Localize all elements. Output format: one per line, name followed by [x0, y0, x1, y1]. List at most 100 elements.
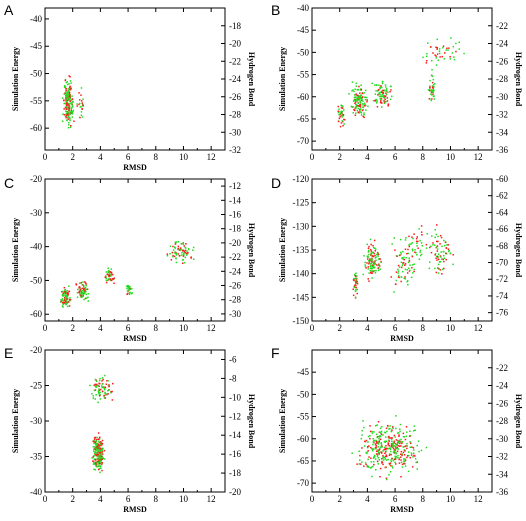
energy-point [406, 252, 408, 255]
hbond-point [362, 102, 364, 105]
hbond-point [416, 468, 418, 470]
hbond-point [372, 261, 374, 263]
hbond-point [182, 254, 185, 256]
energy-point [378, 441, 380, 443]
hbond-point [416, 245, 418, 247]
energy-point [73, 120, 75, 122]
energy-point [104, 276, 106, 278]
hbond-point [101, 383, 104, 385]
hbond-point [449, 252, 452, 254]
hbond-point [359, 97, 361, 100]
energy-point [371, 270, 373, 272]
y2-tick-label: -12 [229, 411, 241, 421]
energy-point [104, 397, 107, 399]
hbond-point [129, 285, 131, 288]
hbond-point [92, 463, 95, 465]
energy-point [368, 456, 370, 458]
y2-tick-label: -32 [229, 145, 241, 155]
hbond-point [94, 398, 96, 400]
hbond-point [384, 436, 387, 438]
hbond-point [97, 465, 100, 467]
energy-point [80, 294, 82, 296]
y-tick-label: -30 [30, 416, 42, 426]
energy-point [374, 99, 376, 102]
hbond-point [373, 448, 375, 450]
hbond-point [353, 99, 356, 101]
y2-tick-label: -28 [496, 416, 508, 426]
energy-point [80, 282, 83, 284]
hbond-point [376, 253, 378, 256]
hbond-point [376, 102, 378, 104]
hbond-point [379, 91, 381, 94]
energy-point [67, 294, 69, 296]
energy-point [440, 236, 443, 239]
energy-point [367, 446, 369, 448]
hbond-point [431, 75, 434, 78]
energy-point [96, 451, 99, 454]
energy-point [343, 118, 345, 121]
hbond-point [406, 442, 408, 445]
energy-point [435, 46, 437, 48]
energy-point [339, 125, 342, 128]
hbond-point [419, 251, 421, 253]
hbond-point [66, 116, 69, 119]
hbond-point [390, 450, 392, 453]
energy-point [82, 104, 84, 106]
hbond-point [381, 94, 383, 96]
hbond-point [174, 252, 176, 254]
hbond-point [398, 266, 401, 268]
energy-point [373, 463, 375, 466]
energy-point [98, 461, 101, 463]
hbond-point [95, 386, 98, 388]
hbond-point [105, 271, 107, 273]
energy-point [338, 117, 341, 120]
energy-point [442, 258, 444, 261]
energy-point [387, 443, 389, 446]
scatter-points [60, 240, 195, 308]
hbond-point [357, 99, 359, 101]
hbond-point [385, 93, 388, 96]
hbond-point [126, 290, 129, 292]
energy-point [436, 53, 439, 55]
y2-tick-label: -20 [229, 238, 241, 248]
hbond-point [340, 114, 343, 117]
energy-point [97, 453, 100, 456]
hbond-point [180, 254, 183, 256]
hbond-point [83, 298, 85, 301]
hbond-point [360, 94, 363, 96]
hbond-point [453, 56, 455, 58]
energy-point [98, 445, 101, 447]
energy-point [402, 432, 405, 435]
energy-point [378, 449, 380, 451]
hbond-point [72, 110, 74, 113]
hbond-point [385, 440, 387, 442]
energy-point [101, 450, 104, 453]
hbond-point [449, 58, 452, 60]
energy-point [190, 257, 192, 259]
energy-point [359, 104, 361, 106]
hbond-point [382, 434, 384, 436]
hbond-point [62, 113, 64, 115]
y2-tick-label: -24 [496, 381, 508, 391]
x-tick-label: 4 [98, 494, 103, 504]
energy-point [353, 279, 355, 282]
hbond-point [380, 98, 382, 100]
energy-point [68, 75, 70, 77]
hbond-point [81, 295, 84, 298]
energy-point [94, 438, 96, 440]
hbond-point [105, 275, 107, 277]
y2-tick-label: -34 [496, 127, 508, 137]
hbond-point [385, 88, 388, 91]
energy-point [80, 291, 82, 293]
energy-point [101, 439, 104, 442]
hbond-point [407, 280, 409, 282]
energy-point [177, 253, 179, 255]
energy-point [172, 245, 174, 248]
energy-point [109, 271, 111, 273]
hbond-point [359, 459, 361, 461]
plot-frame [311, 178, 493, 322]
hbond-point [374, 257, 377, 259]
hbond-point [366, 96, 368, 99]
energy-point [127, 292, 129, 295]
energy-point [67, 118, 70, 120]
